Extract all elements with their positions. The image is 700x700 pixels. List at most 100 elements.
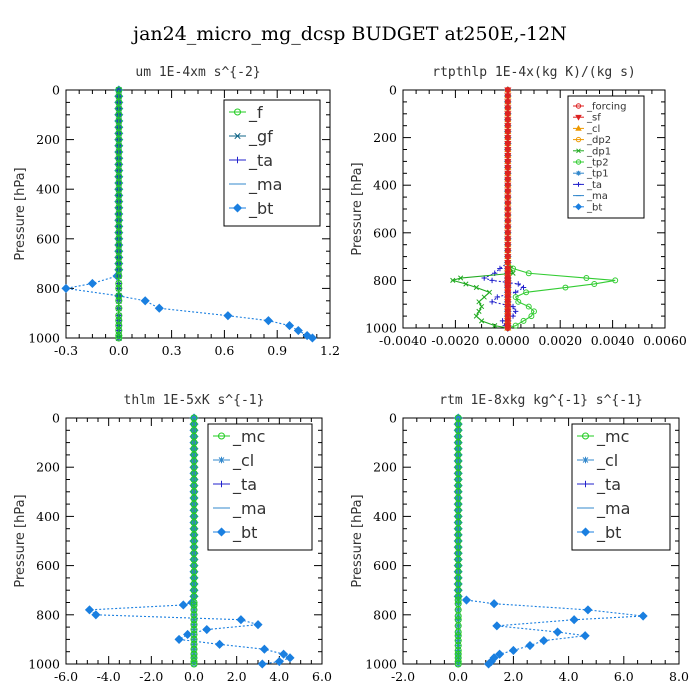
legend-marker [234,156,241,164]
legend-label: _cl [232,451,254,471]
data-point [473,313,479,319]
data-point [504,87,511,93]
data-point [504,104,511,111]
data-point [512,308,519,315]
data-point [458,275,464,281]
data-point [190,601,198,609]
data-point [302,330,312,341]
legend-marker [233,108,242,116]
data-point [473,284,479,291]
legend: _mc _cl _ta _ma _bt [207,423,313,551]
legend-marker [575,114,582,121]
x-tick-label: 0.0060 [643,333,687,348]
y-tick-label: 600 [373,225,397,240]
data-point [504,152,511,159]
data-point [115,327,123,335]
data-point [236,615,246,625]
legend-label: _ta [248,151,273,171]
legend-label: _mc [596,427,629,447]
legend-marker [580,527,591,537]
data-point [520,317,527,324]
data-point [115,292,123,300]
data-point [495,649,505,659]
data-point [504,217,511,224]
data-point [504,211,511,218]
data-point [478,318,485,324]
data-point [115,331,123,340]
data-point [510,303,516,310]
x-tick-label: -0.3 [54,343,78,358]
data-point [115,322,123,330]
data-point [115,284,123,292]
data-point [190,640,198,648]
chart-panel-4: rtm 1E-8xkg kg^{-1} s^{-1} Pressure [hPa]… [350,393,689,684]
y-tick-label: 1000 [28,331,60,346]
legend-label: _bt [596,523,621,543]
x-tick-label: 0.3 [162,343,182,358]
data-point [454,660,462,668]
legend-entry: _forcing [573,102,627,113]
data-point [454,596,462,604]
y-tick-label: 400 [373,509,397,524]
x-tick-label: 4.0 [559,669,579,684]
data-point [154,303,164,313]
data-point [259,644,269,654]
figure-title: jan24_micro_mg_dcsp BUDGET at250E,-12N [131,23,567,45]
data-point [504,277,511,284]
series-forcing [504,87,511,331]
legend-label: _dp2 [586,135,611,146]
data-point [504,247,511,254]
data-point [454,632,462,640]
data-point [504,275,511,281]
data-point [504,140,511,147]
data-point [274,656,284,667]
data-point [504,176,511,183]
legend-box [223,99,321,227]
chart-panel-2: rtpthlp 1E-4x(kg K)/(kg s) Pressure [hPa]… [350,65,687,348]
legend-label: _ma [232,499,266,519]
legend-entry: _tp2 [573,158,609,169]
data-point [504,241,511,248]
data-point [190,611,198,619]
data-point [504,229,511,236]
y-tick-label: 0 [389,83,397,98]
legend-box [571,423,671,551]
legend-entry: _cl [577,451,618,471]
data-point [504,194,511,201]
data-point [504,235,511,242]
legend-label: _tp2 [586,158,609,169]
legend-label: _f [248,103,263,123]
data-point [504,98,511,105]
legend-entry: _gf [229,127,273,147]
data-point [454,658,462,666]
data-point [504,253,511,260]
y-tick-label: 800 [373,607,397,622]
legend-label: _ma [586,191,608,202]
series-mc [190,414,198,668]
data-point [190,635,198,643]
legend-entry: _sf [573,113,601,124]
data-point [190,650,198,658]
data-point [454,592,462,600]
data-point [215,639,225,649]
data-point [520,284,527,291]
data-point [504,158,511,165]
legend-entry: _mc [213,427,265,447]
x-tick-label: -0.0040 [379,333,427,348]
x-tick-label: 6.0 [614,669,634,684]
y-axis-label: Pressure [hPa] [350,162,365,255]
legend-label: _ma [596,499,630,519]
y-tick-label: 400 [36,182,60,197]
data-point [307,333,317,343]
data-point [504,259,511,266]
legend-marker [234,132,241,140]
legend-label: _bt [586,202,602,213]
panels: um 1E-4xm s^{-2} Pressure [hPa] -0.3 0.0 0.3… [13,65,689,684]
legend-label: _dp1 [586,146,611,157]
legend-label: _ta [232,475,257,495]
data-point [190,645,198,653]
legend-entry: _bt [213,523,257,543]
y-tick-label: 1000 [28,657,60,672]
legend-marker [575,136,582,143]
chart-panel-3: thlm 1E-5xK s^{-1} Pressure [hPa] -6.0 -4.0… [13,393,332,684]
